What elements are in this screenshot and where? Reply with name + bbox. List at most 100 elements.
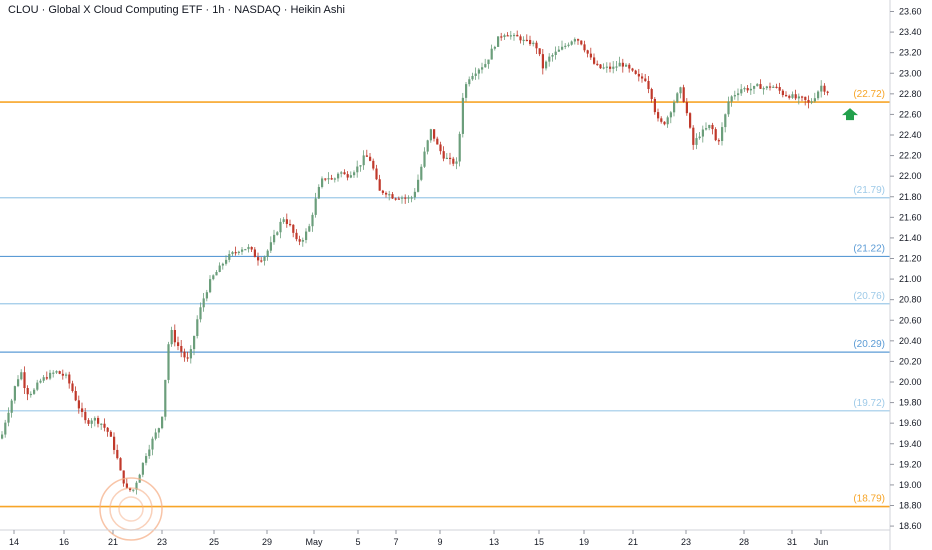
candle-body: [506, 35, 509, 37]
candle-body: [801, 96, 804, 98]
candle-body: [381, 190, 384, 193]
candle-body: [237, 251, 240, 253]
price-tick-label: 19.40: [899, 439, 922, 449]
candle-body: [807, 99, 810, 103]
candle-body: [161, 416, 164, 429]
candle-body: [202, 298, 205, 308]
candle-body: [567, 44, 570, 46]
candle-body: [785, 95, 788, 97]
candle-body: [340, 172, 343, 174]
price-tick-label: 19.80: [899, 398, 922, 408]
candle-body: [157, 428, 160, 433]
time-axis[interactable]: 14 16 21 23 25 29 May 5 7 9 13 15 19 21 23 28 31 Jun: [0, 529, 890, 547]
candle-body: [10, 400, 13, 413]
candle-body: [308, 226, 311, 232]
candle-body: [285, 219, 288, 224]
interval[interactable]: 1h: [212, 4, 225, 16]
candle-body: [228, 254, 231, 260]
candle-body: [205, 292, 208, 299]
candle-body: [221, 263, 224, 266]
candle-body: [669, 112, 672, 118]
overlays: [99, 108, 858, 541]
candle-body: [173, 329, 176, 343]
candle-body: [641, 76, 644, 79]
time-tick-label: 28: [739, 537, 749, 547]
candle-body: [77, 400, 80, 409]
candle-body: [573, 39, 576, 42]
candle-body: [673, 102, 676, 113]
candle-body: [701, 129, 704, 137]
candle-body: [500, 36, 503, 38]
candle-body: [596, 63, 599, 66]
candle-body: [487, 59, 490, 65]
candle-body: [711, 124, 714, 130]
candle-body: [682, 87, 685, 103]
candle-body: [132, 489, 135, 491]
candle-body: [189, 349, 192, 359]
candle-body: [692, 127, 695, 145]
candle-body: [708, 124, 711, 129]
candle-body: [1, 434, 4, 439]
candle-body: [637, 73, 640, 77]
level-label: (20.76): [853, 291, 885, 302]
candle-body: [583, 44, 586, 51]
candle-body: [477, 69, 480, 74]
price-tick-label: 20.80: [899, 295, 922, 305]
price-tick-label: 20.40: [899, 336, 922, 346]
candle-body: [468, 79, 471, 85]
time-tick-label: Jun: [814, 537, 829, 547]
candle-body: [474, 73, 477, 76]
candle-body: [391, 194, 394, 199]
candle-body: [61, 373, 64, 376]
candle-body: [417, 179, 420, 192]
level-label: (19.72): [853, 398, 885, 409]
chart-style[interactable]: Heikin Ashi: [290, 4, 345, 16]
candle-body: [218, 265, 221, 272]
candle-body: [461, 97, 464, 134]
candle-body: [429, 129, 432, 141]
candle-body: [109, 431, 112, 437]
price-axis[interactable]: 18.60 18.80 19.00 19.20 19.40 19.60 19.80 20.00…: [889, 0, 922, 550]
candle-body: [292, 224, 295, 233]
candle-body: [423, 151, 426, 167]
time-tick-label: 21: [628, 537, 638, 547]
level-label: (21.79): [853, 185, 885, 196]
candle-body: [593, 57, 596, 64]
candle-body: [183, 351, 186, 358]
candle-body: [394, 198, 397, 200]
candle-body: [666, 117, 669, 125]
candle-body: [385, 192, 388, 195]
candle-body: [580, 40, 583, 45]
candle-body: [721, 127, 724, 141]
candle-body: [481, 67, 484, 70]
candle-body: [68, 374, 71, 384]
candle-body: [804, 96, 807, 100]
candle-body: [33, 389, 36, 394]
candle-body: [586, 50, 589, 54]
time-tick-label: 25: [209, 537, 219, 547]
price-tick-label: 22.00: [899, 171, 922, 181]
candle-body: [657, 112, 660, 119]
candle-body: [631, 68, 634, 71]
candle-body: [388, 194, 391, 196]
candle-body: [84, 411, 87, 421]
candle-body: [420, 166, 423, 180]
candle-body: [369, 156, 372, 161]
candle-body: [209, 279, 212, 293]
candle-body: [17, 379, 20, 387]
candle-body: [679, 87, 682, 94]
candle-body: [327, 178, 330, 180]
candle-body: [727, 101, 730, 115]
candle-body: [618, 62, 621, 67]
candle-body: [244, 249, 247, 251]
time-tick-label: 9: [437, 537, 442, 547]
candle-body: [353, 172, 356, 176]
candle-body: [263, 256, 266, 261]
candle-body: [615, 66, 618, 68]
candle-body: [42, 377, 45, 381]
candle-body: [676, 93, 679, 103]
candle-body: [260, 260, 263, 262]
candle-body: [148, 449, 151, 457]
level-label: (22.72): [853, 89, 885, 100]
